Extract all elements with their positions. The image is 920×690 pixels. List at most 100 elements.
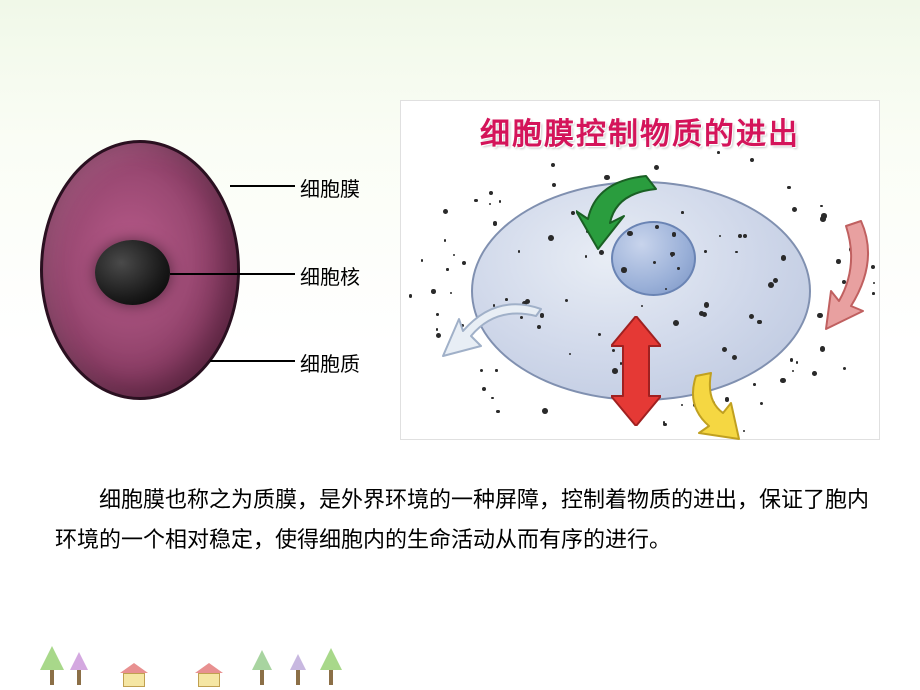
- particle-dot: [468, 331, 470, 333]
- particle-dot: [612, 368, 618, 374]
- particle-dot: [654, 165, 659, 170]
- particle-dot: [704, 409, 710, 415]
- label-leader-line: [170, 273, 295, 275]
- particle-dot: [836, 259, 841, 264]
- description-paragraph: 细胞膜也称之为质膜，是外界环境的一种屏障，控制着物质的进出，保证了胞内环境的一个…: [55, 480, 875, 559]
- particle-dot: [820, 205, 823, 208]
- particle-dot: [585, 255, 587, 257]
- particle-dot: [431, 289, 436, 294]
- particle-dot: [636, 344, 640, 348]
- particle-dot: [796, 361, 798, 363]
- particle-dot: [780, 378, 786, 384]
- particle-dot: [653, 261, 656, 264]
- transport-nucleus: [611, 221, 696, 296]
- particle-dot: [871, 265, 875, 269]
- particle-dot: [750, 158, 754, 162]
- house-icon: [120, 663, 148, 685]
- particle-dot: [873, 282, 876, 285]
- tree-icon: [70, 652, 88, 685]
- particle-dot: [453, 254, 455, 256]
- particle-dot: [792, 207, 797, 212]
- particle-dot: [474, 199, 478, 203]
- particle-dot: [843, 367, 847, 371]
- particle-dot: [672, 232, 677, 237]
- particle-dot: [598, 333, 601, 336]
- particle-dot: [753, 383, 756, 386]
- particle-dot: [842, 280, 846, 284]
- particle-dot: [781, 255, 786, 260]
- particle-dot: [717, 151, 720, 154]
- particle-dot: [436, 333, 442, 339]
- particle-dot: [724, 415, 728, 419]
- particle-dot: [409, 294, 412, 297]
- particle-dot: [820, 346, 825, 351]
- particle-dot: [443, 209, 448, 214]
- particle-dot: [792, 370, 794, 372]
- particle-dot: [548, 235, 554, 241]
- diagram-row: 细胞膜细胞核细胞质 细胞膜控制物质的进出: [0, 0, 920, 470]
- particle-dot: [749, 314, 754, 319]
- particle-dot: [552, 183, 556, 187]
- particle-dot: [505, 298, 508, 301]
- particle-dot: [760, 402, 763, 405]
- transport-arrow: [801, 211, 876, 331]
- particle-dot: [641, 305, 643, 307]
- particle-dot: [599, 250, 604, 255]
- particle-dot: [627, 231, 633, 237]
- particle-dot: [663, 423, 666, 426]
- particle-dot: [812, 371, 817, 376]
- particle-dot: [704, 302, 709, 307]
- particle-dot: [622, 406, 626, 410]
- cell-nucleus: [95, 240, 170, 305]
- particle-dot: [693, 403, 697, 407]
- right-diagram-title: 细胞膜控制物质的进出: [401, 109, 879, 153]
- particle-dot: [540, 313, 545, 318]
- particle-dot: [612, 349, 615, 352]
- particle-dot: [551, 163, 555, 167]
- particle-dot: [704, 250, 707, 253]
- particle-dot: [569, 353, 571, 355]
- particle-dot: [489, 191, 493, 195]
- particle-dot: [858, 252, 863, 257]
- particle-dot: [450, 292, 452, 294]
- particle-dot: [480, 369, 483, 372]
- particle-dot: [725, 397, 729, 401]
- particle-dot: [491, 397, 493, 399]
- particle-dot: [673, 320, 679, 326]
- particle-dot: [495, 369, 497, 371]
- left-cell-diagram: 细胞膜细胞核细胞质: [20, 110, 380, 430]
- particle-dot: [542, 408, 548, 414]
- cell-part-label: 细胞质: [300, 348, 360, 377]
- particle-dot: [681, 404, 683, 406]
- particle-dot: [493, 304, 495, 306]
- particle-dot: [790, 358, 794, 362]
- particle-dot: [586, 230, 589, 233]
- right-transport-diagram: 细胞膜控制物质的进出: [400, 100, 880, 440]
- tree-icon: [40, 646, 64, 685]
- particle-dot: [839, 317, 841, 319]
- particle-dot: [496, 410, 500, 414]
- tree-icon: [290, 654, 306, 685]
- label-leader-line: [230, 185, 295, 187]
- particle-dot: [499, 200, 502, 203]
- particle-dot: [872, 292, 875, 295]
- house-icon: [195, 663, 223, 685]
- particle-dot: [489, 203, 492, 206]
- label-leader-line: [210, 360, 295, 362]
- particle-dot: [670, 252, 674, 256]
- particle-dot: [537, 325, 541, 329]
- footer-decoration: [0, 645, 920, 690]
- particle-dot: [681, 211, 684, 214]
- particle-dot: [817, 313, 823, 319]
- particle-dot: [493, 221, 497, 225]
- particle-dot: [621, 267, 627, 273]
- particle-dot: [461, 324, 464, 327]
- cell-part-label: 细胞核: [300, 261, 360, 290]
- particle-dot: [421, 259, 423, 261]
- cell-part-label: 细胞膜: [300, 173, 360, 202]
- particle-dot: [444, 239, 447, 242]
- particle-dot: [446, 268, 448, 270]
- particle-dot: [677, 267, 679, 269]
- particle-dot: [604, 175, 610, 181]
- particle-dot: [839, 303, 844, 308]
